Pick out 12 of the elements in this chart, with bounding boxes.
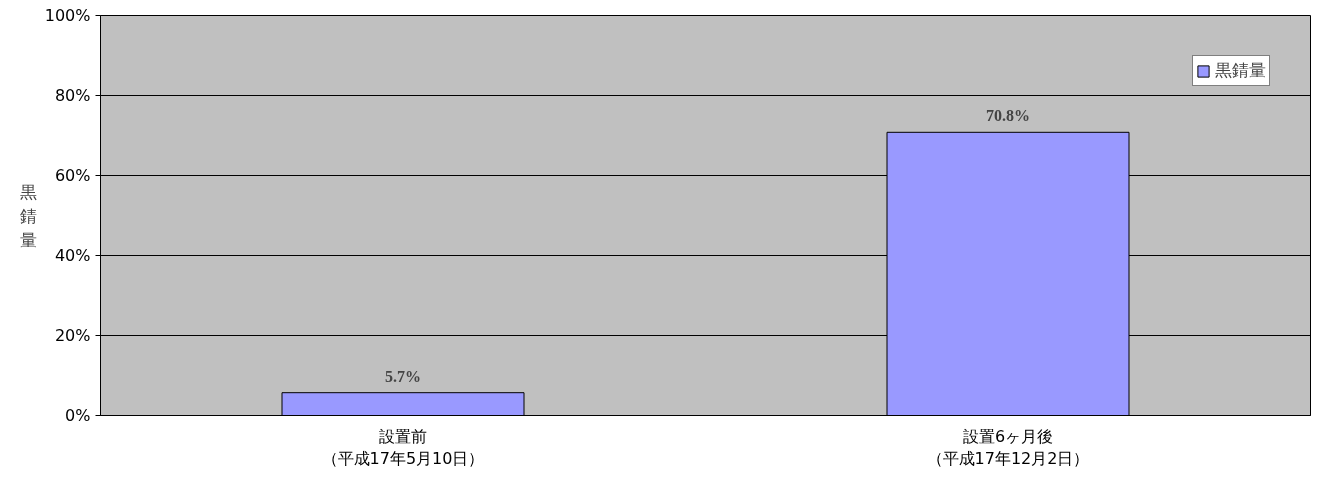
y-tick-label: 40% xyxy=(54,246,91,265)
legend-label: 黒錆量 xyxy=(1215,59,1266,82)
y-tick-label: 60% xyxy=(54,166,91,185)
x-tick-label: 設置前（平成17年5月10日） xyxy=(321,426,485,469)
data-label: 5.7% xyxy=(385,367,421,385)
data-label: 70.8% xyxy=(986,107,1030,125)
x-tick-label: 設置6ヶ月後（平成17年12月2日） xyxy=(926,426,1090,469)
y-tick-label: 100% xyxy=(44,6,91,25)
y-axis-title: 黒錆量 xyxy=(19,181,37,250)
y-tick-label: 0% xyxy=(65,406,91,425)
y-tick-label: 80% xyxy=(54,86,91,105)
y-tick-label: 20% xyxy=(54,326,91,345)
